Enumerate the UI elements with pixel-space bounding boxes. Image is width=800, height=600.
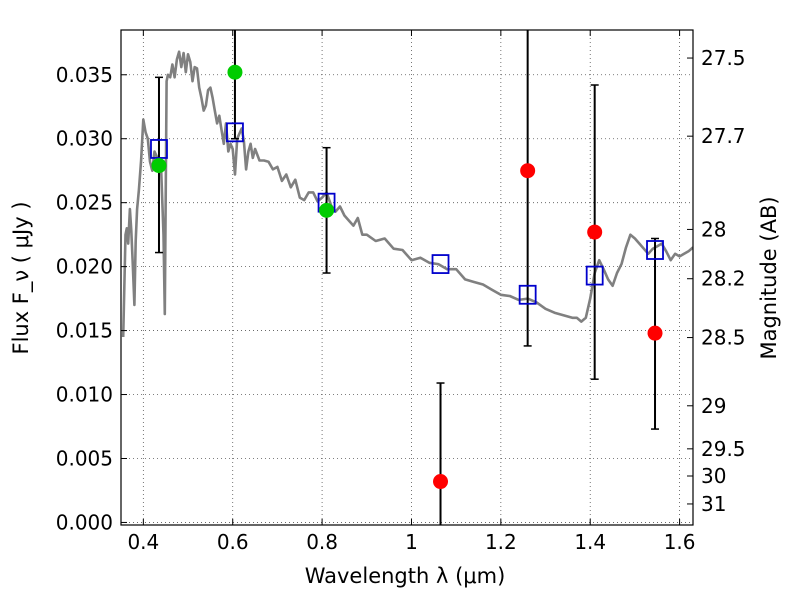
y-tick-label: 0.030	[56, 127, 113, 151]
model-photometry-square	[226, 122, 244, 143]
detected-point	[227, 64, 243, 80]
y-axis-label: Flux F_ν ( μJy )	[9, 201, 34, 354]
y-tick-label: 0.010	[56, 383, 113, 407]
x-tick-label: 1.6	[664, 530, 696, 554]
model-photometry-square	[646, 240, 664, 260]
faint-point	[433, 474, 449, 490]
plot-area	[121, 30, 693, 525]
x-axis-label: Wavelength λ (μm)	[305, 564, 506, 588]
y2-tick-label: 29.5	[701, 437, 746, 461]
faint-point	[587, 224, 603, 240]
y-tick-label: 0.015	[56, 319, 113, 343]
x-tick-label: 1.4	[574, 530, 606, 554]
model-photometry-square	[150, 139, 168, 159]
model-photometry-square	[585, 265, 604, 286]
plot-frame	[120, 29, 694, 526]
model-spectrum-line	[121, 50, 693, 338]
model-photometry-square	[518, 284, 537, 305]
y2-tick-label: 28.5	[701, 326, 746, 350]
y2-tick-label: 28	[701, 217, 726, 241]
y2-tick-label: 27.7	[701, 124, 746, 148]
x-tick-label: 0.4	[127, 530, 159, 554]
y2-axis-label: Magnitude (AB)	[757, 196, 781, 359]
y2-tick-label: 31	[701, 492, 726, 516]
y-tick-label: 0.005	[56, 446, 113, 470]
faint-point	[520, 163, 536, 179]
y2-tick-label: 30	[701, 464, 726, 488]
x-tick-label: 0.6	[217, 530, 249, 554]
y2-tick-label: 28.2	[701, 267, 746, 291]
y-tick-label: 0.020	[56, 255, 113, 279]
y-tick-label: 0.025	[56, 191, 113, 215]
x-tick-label: 0.8	[306, 530, 338, 554]
detected-point	[151, 158, 167, 174]
ticks: 0.4 0.6 0.8 1 1.2 1.4 1.6 0.000 0.005 0.010 0.015 0…	[56, 30, 746, 554]
x-tick-label: 1	[405, 530, 418, 554]
faint-point	[647, 325, 663, 341]
y2-tick-label: 27.5	[701, 46, 746, 70]
x-tick-label: 1.2	[485, 530, 517, 554]
detected-point	[319, 202, 335, 218]
model-photometry-square	[431, 254, 450, 274]
y2-tick-label: 29	[701, 394, 726, 418]
y-tick-label: 0.000	[56, 510, 113, 534]
y-tick-label: 0.035	[56, 63, 113, 87]
